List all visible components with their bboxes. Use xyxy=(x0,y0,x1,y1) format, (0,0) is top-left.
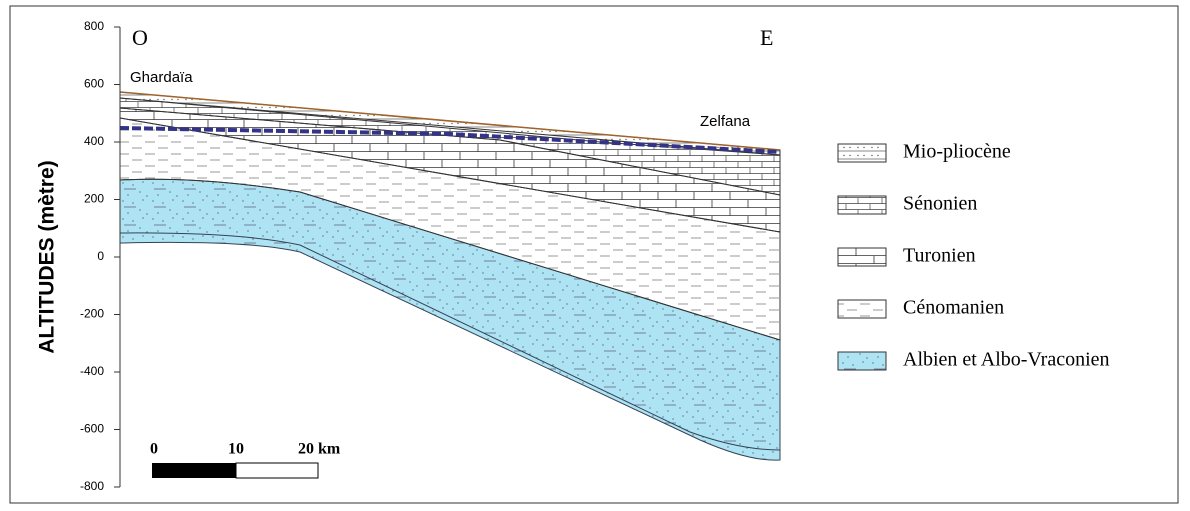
legend-label: Albien et Albo-Vraconien xyxy=(903,349,1110,371)
legend-label: Cénomanien xyxy=(903,297,1004,319)
y-tick-label: -800 xyxy=(80,479,104,493)
scale-label: 0 xyxy=(150,441,158,458)
y-tick-label: 800 xyxy=(84,19,104,33)
legend-label: Sénonien xyxy=(903,193,977,215)
y-tick-label: 600 xyxy=(84,77,104,91)
legend-key xyxy=(838,196,886,214)
layers xyxy=(120,92,780,460)
cross-section: 800 600 400 200 0 -200 -400 -600 -800 ALTITUDES … xyxy=(0,0,1190,511)
y-tick-label: 400 xyxy=(84,134,104,148)
legend-label: Mio-pliocène xyxy=(903,141,1011,163)
place-label: Zelfana xyxy=(700,113,751,130)
y-tick-label: -600 xyxy=(80,422,104,436)
y-tick-label: 200 xyxy=(84,192,104,206)
y-tick-label: 0 xyxy=(97,249,104,263)
legend-key xyxy=(838,248,886,266)
scale-label: 20 km xyxy=(298,441,341,458)
legend-key xyxy=(838,300,886,318)
west-label: O xyxy=(132,25,148,50)
axis-label: ALTITUDES (mètre) xyxy=(36,160,59,353)
legend-key xyxy=(838,352,886,370)
scale-bar: 0 10 20 km xyxy=(150,441,341,478)
east-label: E xyxy=(760,25,773,50)
y-tick-label: -200 xyxy=(80,307,104,321)
legend-label: Turonien xyxy=(903,245,976,267)
scale-label: 10 xyxy=(228,441,244,458)
y-tick-label: -400 xyxy=(80,364,104,378)
legend-key xyxy=(838,144,886,162)
place-label: Ghardaïa xyxy=(130,69,193,86)
